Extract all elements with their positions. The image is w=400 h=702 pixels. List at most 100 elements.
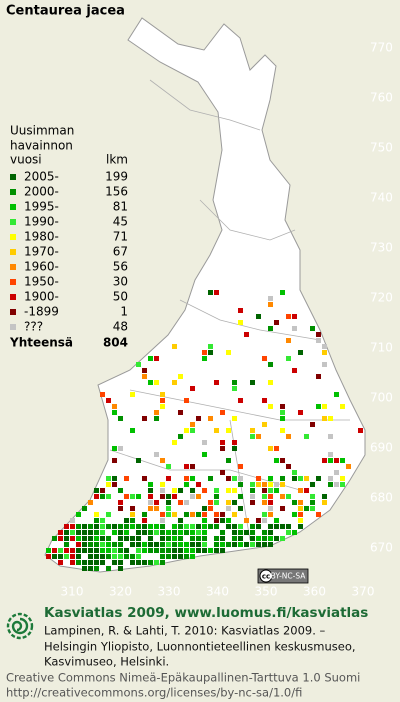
observation-square: [166, 554, 171, 559]
legend-label: 2000-: [24, 185, 59, 199]
observation-square: [250, 482, 255, 487]
observation-square: [112, 524, 117, 529]
observation-square: [148, 494, 153, 499]
observation-square: [184, 398, 189, 403]
observation-square: [232, 476, 237, 481]
observation-square: [130, 494, 135, 499]
observation-square: [136, 530, 141, 535]
observation-square: [130, 428, 135, 433]
observation-square: [130, 506, 135, 511]
observation-square: [184, 530, 189, 535]
citation-line: Kasvimuseo, Helsinki.: [44, 655, 169, 669]
observation-square: [184, 548, 189, 553]
observation-square: [280, 416, 285, 421]
observation-square: [202, 350, 207, 355]
observation-square: [106, 554, 111, 559]
observation-square: [160, 494, 165, 499]
observation-square: [142, 524, 147, 529]
observation-square: [112, 548, 117, 553]
northing-label: 730: [370, 241, 393, 255]
observation-square: [214, 488, 219, 493]
observation-square: [298, 506, 303, 511]
observation-square: [160, 554, 165, 559]
observation-square: [52, 536, 57, 541]
observation-square: [160, 524, 165, 529]
observation-square: [202, 512, 207, 517]
observation-square: [142, 560, 147, 565]
observation-square: [316, 374, 321, 379]
observation-square: [52, 554, 57, 559]
license-line: Creative Commons Nimeä-Epäkaupallinen-Ta…: [6, 671, 360, 685]
observation-square: [256, 536, 261, 541]
northing-label: 690: [370, 441, 393, 455]
observation-square: [196, 530, 201, 535]
observation-square: [112, 530, 117, 535]
observation-square: [82, 536, 87, 541]
observation-square: [88, 554, 93, 559]
observation-square: [304, 488, 309, 493]
citation-line: Helsingin Yliopisto, Luonnontieteellinen…: [44, 640, 356, 654]
observation-square: [298, 488, 303, 493]
observation-square: [310, 326, 315, 331]
observation-square: [214, 542, 219, 547]
observation-square: [88, 548, 93, 553]
observation-square: [172, 344, 177, 349]
observation-square: [274, 482, 279, 487]
observation-square: [220, 542, 225, 547]
observation-square: [64, 554, 69, 559]
observation-square: [220, 470, 225, 475]
observation-square: [190, 512, 195, 517]
observation-square: [70, 536, 75, 541]
observation-square: [232, 488, 237, 493]
observation-square: [286, 464, 291, 469]
observation-square: [160, 482, 165, 487]
observation-square: [190, 422, 195, 427]
observation-square: [262, 356, 267, 361]
observation-square: [250, 524, 255, 529]
observation-square: [226, 428, 231, 433]
observation-square: [220, 512, 225, 517]
observation-square: [82, 566, 87, 571]
observation-square: [220, 518, 225, 523]
observation-square: [262, 536, 267, 541]
observation-square: [172, 524, 177, 529]
observation-square: [64, 524, 69, 529]
observation-square: [262, 512, 267, 517]
observation-square: [166, 536, 171, 541]
observation-square: [214, 512, 219, 517]
citation-line: Lampinen, R. & Lahti, T. 2010: Kasviatla…: [44, 624, 326, 638]
observation-square: [286, 524, 291, 529]
observation-square: [106, 398, 111, 403]
observation-square: [250, 542, 255, 547]
observation-square: [268, 482, 273, 487]
observation-square: [100, 554, 105, 559]
observation-square: [292, 476, 297, 481]
observation-square: [268, 542, 273, 547]
observation-square: [184, 464, 189, 469]
observation-square: [118, 560, 123, 565]
observation-square: [76, 512, 81, 517]
observation-square: [208, 416, 213, 421]
observation-square: [172, 542, 177, 547]
observation-square: [88, 536, 93, 541]
observation-square: [238, 506, 243, 511]
observation-square: [130, 554, 135, 559]
northing-label: 720: [370, 291, 393, 305]
observation-square: [184, 500, 189, 505]
observation-square: [322, 500, 327, 505]
observation-square: [142, 476, 147, 481]
observation-square: [172, 536, 177, 541]
observation-square: [262, 494, 267, 499]
observation-square: [118, 530, 123, 535]
legend-label: 1980-: [24, 230, 59, 244]
observation-square: [106, 524, 111, 529]
observation-square: [262, 398, 267, 403]
observation-square: [268, 524, 273, 529]
observation-square: [238, 320, 243, 325]
observation-square: [136, 524, 141, 529]
northing-label: 770: [370, 41, 393, 55]
observation-square: [268, 476, 273, 481]
observation-square: [166, 494, 171, 499]
observation-square: [274, 536, 279, 541]
observation-square: [100, 524, 105, 529]
